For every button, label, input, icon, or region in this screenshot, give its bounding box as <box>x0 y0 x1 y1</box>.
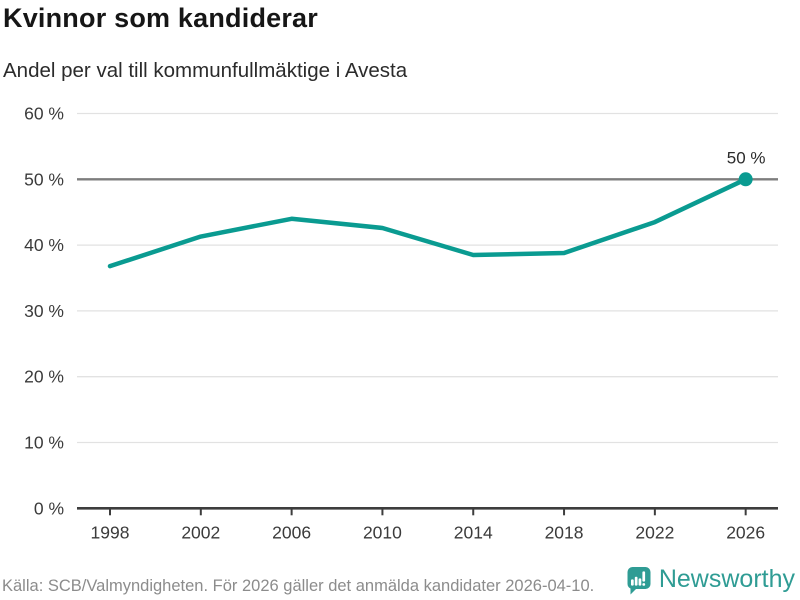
end-point-label: 50 % <box>727 148 766 167</box>
chart-title: Kvinnor som kandiderar <box>3 3 318 33</box>
x-tick-label: 1998 <box>91 522 130 542</box>
x-tick-label: 2018 <box>545 522 584 542</box>
newsworthy-wordmark: Newsworthy <box>658 565 795 593</box>
chart-subtitle: Andel per val till kommunfullmäktige i A… <box>3 59 408 82</box>
data-line <box>107 177 748 269</box>
x-tick-label: 2026 <box>726 522 765 542</box>
y-tick-label: 10 % <box>24 433 64 453</box>
y-tick-label: 50 % <box>24 169 64 189</box>
x-tick-label: 2006 <box>272 522 311 542</box>
y-tick-label: 20 % <box>24 367 64 387</box>
x-tick-label: 2014 <box>454 522 493 542</box>
line-chart: 0 % 10 % 20 % 30 % 40 % 50 % 60 % 1998 2002 2006 2… <box>24 104 778 542</box>
source-note: Källa: SCB/Valmyndigheten. För 2026 gäll… <box>2 577 595 595</box>
y-tick-label: 30 % <box>24 301 64 321</box>
newsworthy-icon <box>627 567 651 595</box>
end-point-dot <box>738 172 753 187</box>
newsworthy-logo: Newsworthy <box>627 566 795 595</box>
x-tick-label: 2010 <box>363 522 402 542</box>
x-tick-label: 2002 <box>181 522 220 542</box>
y-tick-label: 0 % <box>34 498 64 518</box>
y-tick-label: 40 % <box>24 235 64 255</box>
y-tick-label: 60 % <box>24 104 64 124</box>
x-tick-label: 2022 <box>635 522 674 542</box>
